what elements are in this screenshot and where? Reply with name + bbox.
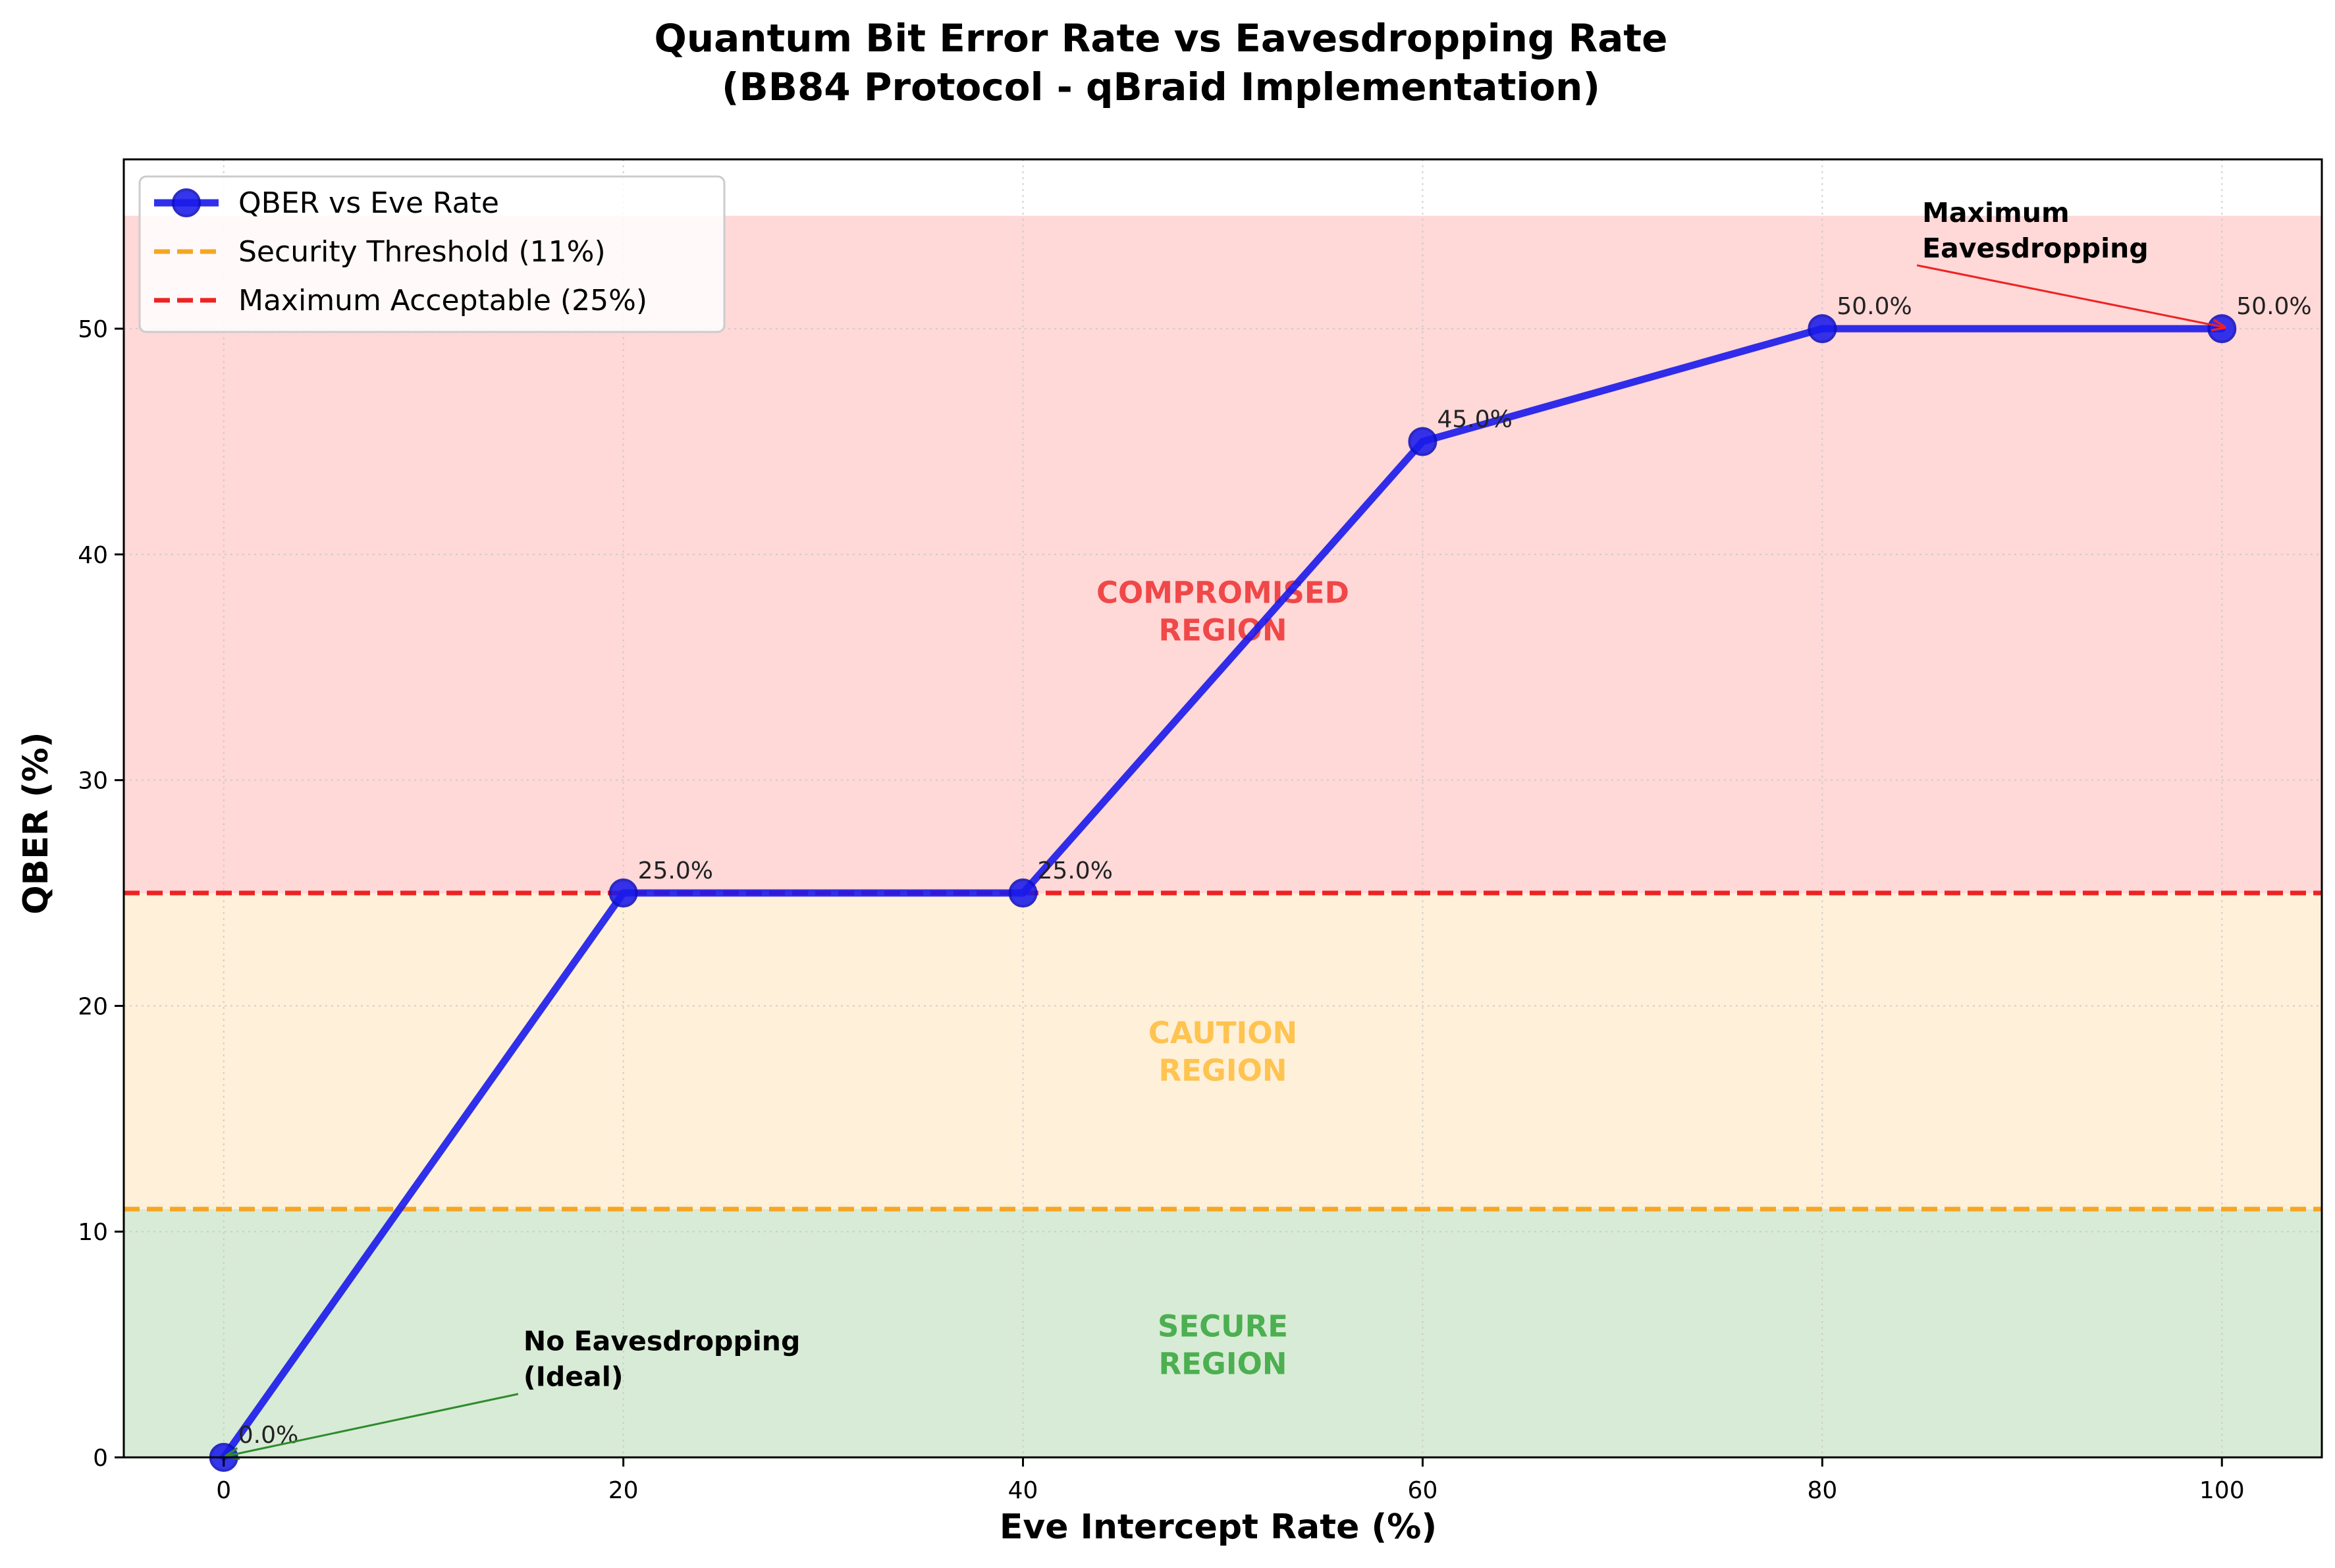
- y-tick-label-3: 30: [78, 768, 108, 795]
- data-label-3: 45.0%: [1437, 406, 1512, 433]
- annotation-1-line1: Maximum: [1922, 197, 2070, 229]
- region-label-0-line1: SECURE: [1158, 1309, 1288, 1344]
- data-labels-layer: 0.0% 25.0% 25.0% 45.0% 50.0% 50.0%: [238, 293, 2312, 1449]
- x-tick-label-2: 40: [1008, 1477, 1038, 1504]
- data-label-0: 0.0%: [238, 1422, 298, 1449]
- plot-frame: [122, 158, 2323, 1459]
- legend-label-0: QBER vs Eve Rate: [238, 186, 499, 220]
- series-line-0: [220, 325, 2226, 1461]
- annotation-0-line1: No Eavesdropping: [523, 1326, 800, 1357]
- data-label-1: 25.0%: [638, 857, 713, 884]
- x-axis-label: Eve Intercept Rate (%): [1000, 1507, 1437, 1547]
- region-band-0: [124, 1208, 2322, 1457]
- legend: QBER vs Eve Rate Security Threshold (11%)…: [138, 175, 726, 333]
- data-point-1: [608, 879, 638, 908]
- data-point-4: [1808, 314, 1837, 344]
- data-label-2: 25.0%: [1038, 857, 1113, 884]
- y-tick-label-5: 50: [78, 316, 108, 343]
- data-point-3: [1408, 427, 1437, 456]
- region-label-1-line1: CAUTION: [1148, 1015, 1297, 1050]
- y-tick-label-4: 40: [78, 542, 108, 569]
- x-tick-label-0: 0: [216, 1477, 231, 1504]
- threshold-layer: [124, 890, 2322, 1212]
- y-tick-label-0: 0: [93, 1445, 108, 1472]
- legend-label-1: Security Threshold (11%): [238, 235, 606, 269]
- chart-title-line2: (BB84 Protocol - qBraid Implementation): [722, 65, 1600, 109]
- regions-layer: [124, 215, 2322, 1457]
- y-tick-label-1: 10: [78, 1219, 108, 1246]
- y-tick-label-2: 20: [78, 993, 108, 1020]
- x-tick-label-5: 100: [2199, 1477, 2245, 1504]
- annotation-layer: No Eavesdropping (Ideal) MaximumEavesdropp…: [227, 197, 2225, 1456]
- x-tick-label-4: 80: [1807, 1477, 1837, 1504]
- chart-title-line1: Quantum Bit Error Rate vs Eavesdropping …: [655, 16, 1668, 61]
- legend-label-2: Maximum Acceptable (25%): [238, 284, 647, 317]
- annotation-1-line2: Eavesdropping: [1922, 232, 2149, 264]
- data-point-5: [2207, 314, 2237, 344]
- region-label-1-line2: REGION: [1159, 1053, 1287, 1088]
- data-label-5: 50.0%: [2236, 293, 2311, 320]
- ticks-layer: 0 20 40 60 80 100 0 10 20 30 40 50: [78, 316, 2244, 1504]
- region-band-1: [124, 893, 2322, 1209]
- series-layer: [209, 314, 2237, 1472]
- region-label-2-line1: COMPROMISED: [1096, 576, 1349, 610]
- data-point-2: [1008, 879, 1038, 908]
- region-label-0-line2: REGION: [1159, 1347, 1287, 1382]
- region-labels-layer: SECUREREGIONCAUTIONREGIONCOMPROMISEDREGI…: [1096, 576, 1349, 1382]
- y-axis-label: QBER (%): [16, 732, 56, 914]
- annotation-0-line2: (Ideal): [523, 1361, 624, 1393]
- data-label-4: 50.0%: [1837, 293, 1912, 320]
- annotation-arrow-1: [1916, 264, 2224, 327]
- legend-marker-0: [172, 188, 201, 217]
- legend-box: [138, 175, 726, 333]
- x-tick-label-3: 60: [1408, 1477, 1438, 1504]
- x-tick-label-1: 20: [608, 1477, 639, 1504]
- annotation-arrow-0: [227, 1393, 519, 1456]
